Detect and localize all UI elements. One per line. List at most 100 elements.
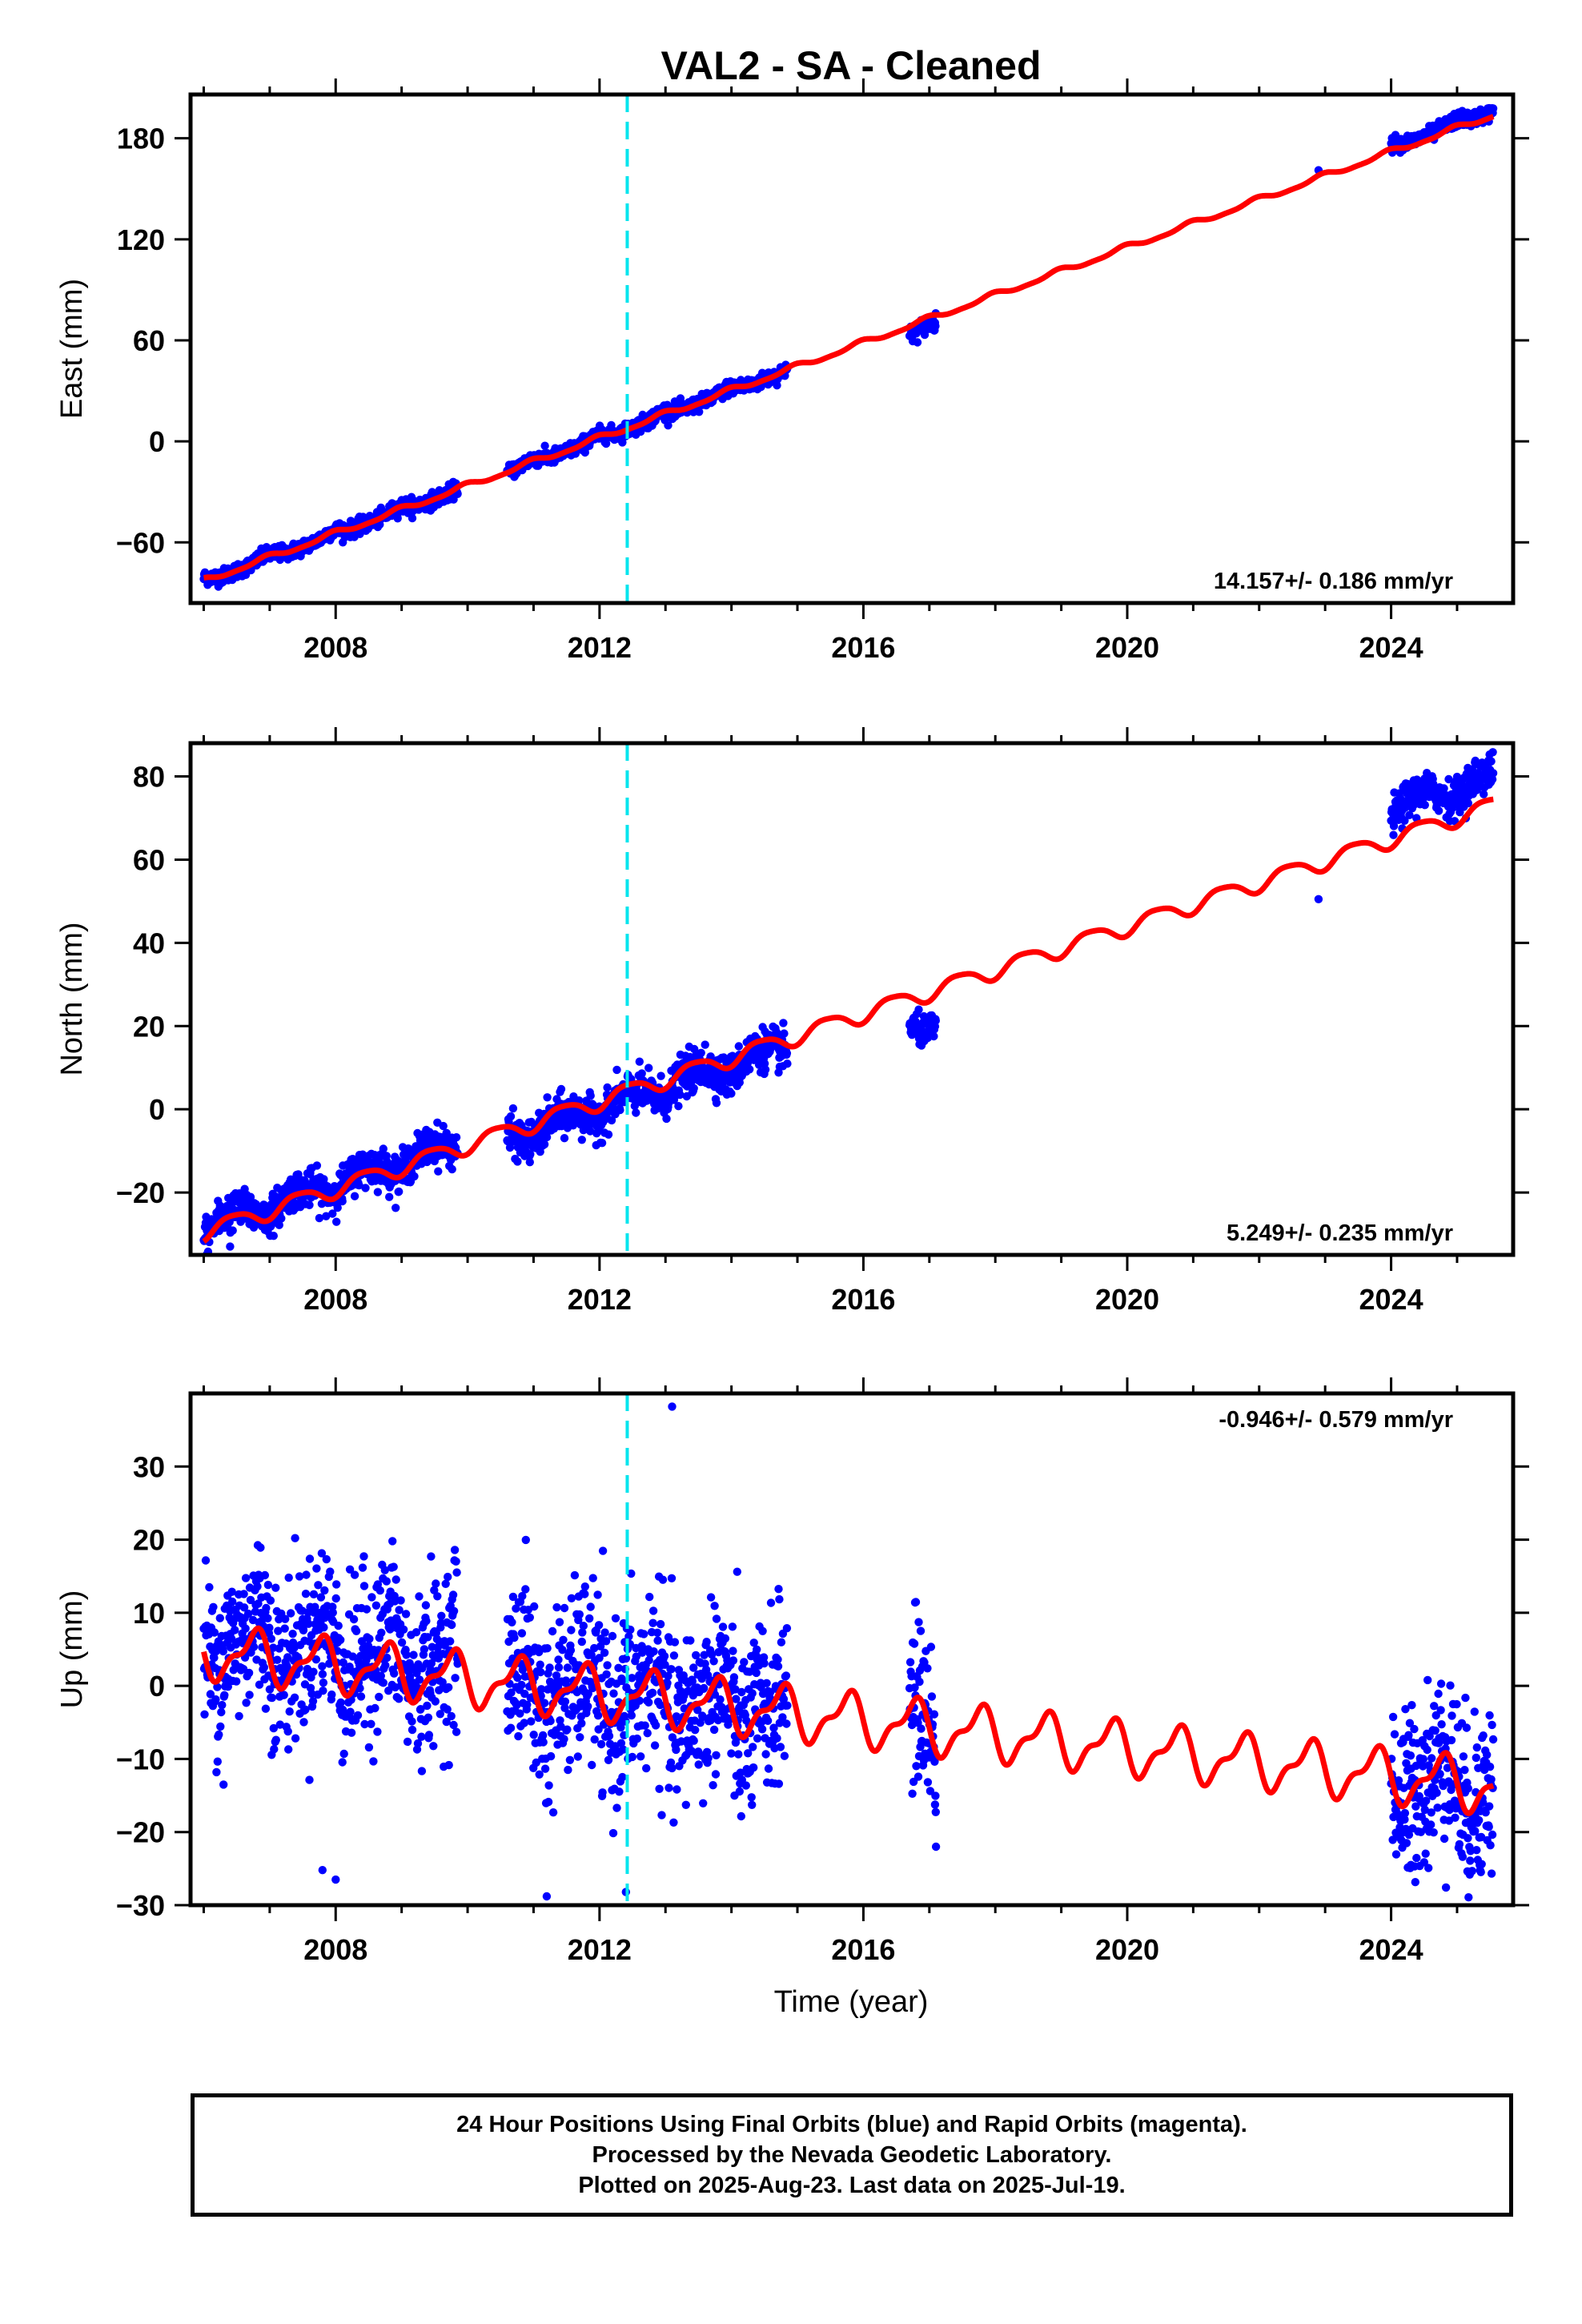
model-line-east — [203, 114, 1495, 581]
data-point — [651, 1721, 661, 1730]
data-point — [603, 1661, 612, 1670]
data-point — [508, 1104, 518, 1113]
data-point — [347, 1728, 356, 1737]
data-point — [701, 1040, 709, 1049]
y-tick-label: 180 — [117, 123, 165, 155]
data-point — [517, 1629, 527, 1638]
data-point — [761, 1750, 770, 1759]
data-point — [1420, 801, 1430, 810]
x-tick-label: 2012 — [568, 1283, 632, 1316]
y-axis-label-east: East (mm) — [55, 279, 89, 419]
data-point — [763, 1716, 773, 1725]
data-point — [379, 1144, 387, 1153]
data-point — [1419, 1755, 1428, 1763]
data-point — [930, 1710, 939, 1719]
data-point — [554, 1663, 564, 1672]
data-point — [645, 1592, 654, 1602]
x-tick-label: 2024 — [1359, 631, 1423, 664]
data-point — [448, 1620, 456, 1630]
y-tick-label: −20 — [116, 1176, 165, 1209]
data-point — [219, 1647, 227, 1656]
data-point — [917, 1724, 926, 1733]
data-point — [424, 1731, 434, 1739]
data-point — [299, 1626, 308, 1635]
data-point — [536, 1667, 545, 1677]
data-point — [218, 1700, 227, 1710]
data-point — [391, 1575, 400, 1584]
y-tick-label: 80 — [133, 761, 165, 794]
data-point — [319, 1623, 328, 1632]
data-point — [270, 1745, 279, 1754]
data-point — [775, 1594, 784, 1604]
data-point — [1412, 1853, 1421, 1863]
data-point — [375, 1692, 383, 1702]
data-point — [444, 1760, 453, 1770]
data-point — [521, 1585, 530, 1594]
data-point — [408, 1725, 417, 1735]
data-point — [612, 1065, 621, 1075]
data-point — [776, 1743, 785, 1751]
data-point — [782, 1624, 792, 1633]
data-point — [598, 1788, 607, 1797]
data-point — [566, 1646, 576, 1655]
data-point — [327, 1690, 336, 1699]
data-point — [379, 1679, 387, 1687]
data-point — [609, 1689, 618, 1698]
data-point — [432, 1579, 440, 1588]
data-point — [315, 1213, 324, 1223]
data-point — [253, 1582, 262, 1591]
data-point — [1314, 895, 1323, 904]
data-point — [433, 1592, 442, 1601]
data-point — [913, 1772, 923, 1781]
data-point — [417, 1732, 426, 1741]
data-point — [403, 1737, 412, 1747]
data-point — [911, 1598, 921, 1606]
data-point — [615, 1787, 624, 1796]
data-point — [350, 1192, 359, 1200]
data-point — [669, 1818, 678, 1827]
data-point — [777, 1638, 786, 1647]
data-point — [381, 1661, 390, 1670]
data-point — [302, 1570, 311, 1579]
data-point — [318, 1662, 327, 1671]
data-point — [781, 1671, 791, 1680]
data-point — [923, 1778, 933, 1787]
data-point — [326, 1567, 335, 1576]
data-point — [577, 1637, 586, 1647]
data-point — [653, 1636, 662, 1645]
data-point — [220, 1691, 229, 1699]
data-point — [737, 1811, 745, 1821]
data-point — [783, 1701, 792, 1710]
data-point — [596, 1739, 606, 1749]
data-point — [420, 1645, 429, 1654]
x-tick-label: 2016 — [831, 631, 895, 664]
data-point — [388, 1537, 397, 1546]
data-point — [291, 1734, 300, 1743]
data-point — [560, 1603, 569, 1613]
data-point — [239, 1590, 248, 1598]
data-point — [655, 1784, 664, 1793]
data-point — [718, 1622, 728, 1631]
x-tick-label: 2012 — [568, 631, 632, 664]
data-point — [689, 1736, 698, 1745]
data-point — [269, 1232, 278, 1240]
data-point — [231, 1626, 239, 1634]
data-point — [927, 1692, 937, 1701]
data-point — [244, 1668, 254, 1678]
data-point — [200, 1710, 209, 1719]
data-point — [766, 1598, 776, 1607]
data-point — [1421, 1849, 1430, 1858]
data-point — [305, 1200, 314, 1210]
data-point — [716, 1695, 725, 1704]
data-point — [752, 1668, 761, 1678]
data-point — [632, 1108, 640, 1117]
data-point — [536, 1660, 544, 1669]
data-point — [735, 1787, 744, 1796]
data-point — [1388, 1712, 1398, 1722]
data-point — [635, 1057, 644, 1066]
data-point — [734, 1750, 743, 1759]
data-point — [322, 1212, 331, 1220]
data-point — [709, 1781, 717, 1790]
